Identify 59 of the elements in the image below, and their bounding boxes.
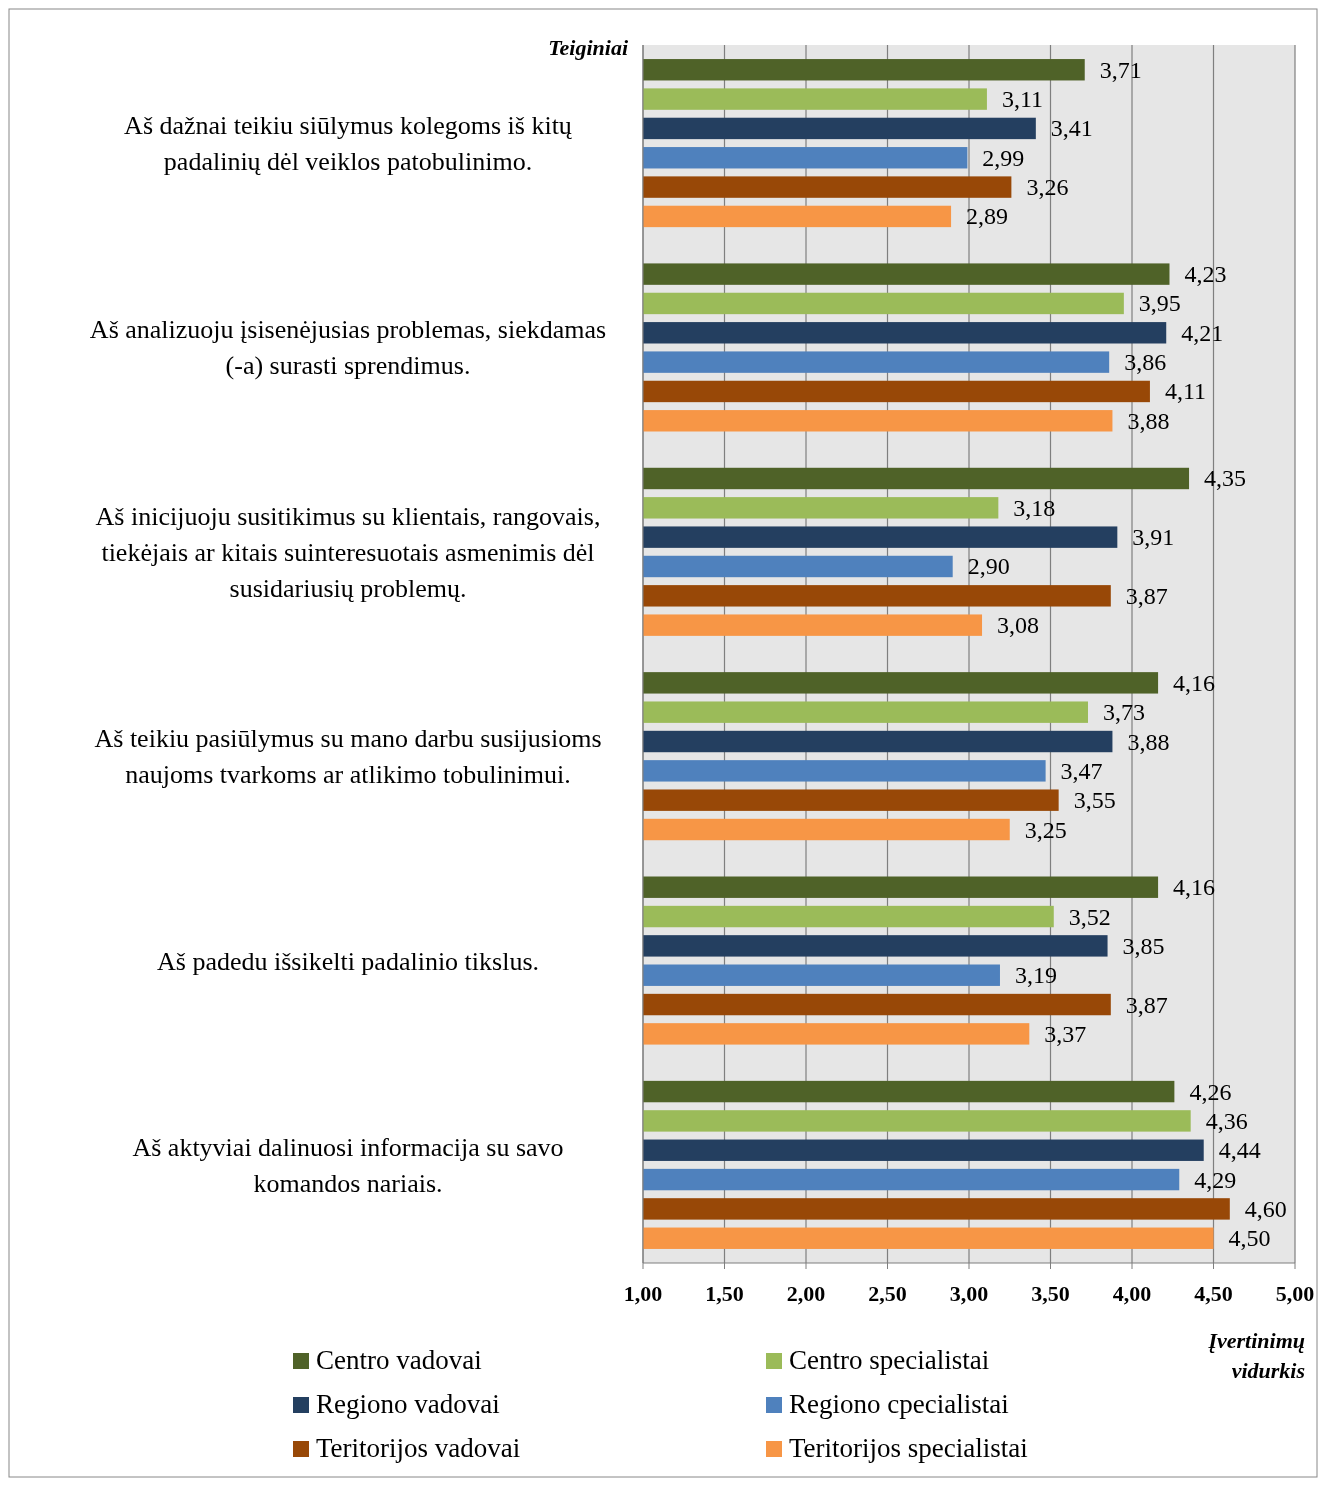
data-label: 3,88 xyxy=(1127,728,1170,755)
x-tick-label: 2,00 xyxy=(786,1281,826,1306)
data-label: 4,11 xyxy=(1164,378,1207,405)
data-label: 3,26 xyxy=(1026,174,1069,201)
data-label: 4,60 xyxy=(1244,1195,1287,1222)
data-label: 3,11 xyxy=(1001,86,1044,113)
data-label: 2,90 xyxy=(967,553,1010,580)
y-tick-label: Aš analizuoju įsisenėjusias problemas, siekdamas (-a) surasti sprendimus. xyxy=(89,315,607,381)
data-label: 3,73 xyxy=(1102,699,1145,726)
data-label: 4,26 xyxy=(1189,1078,1232,1105)
data-label: 3,87 xyxy=(1125,582,1168,609)
x-tick-label: 3,50 xyxy=(1031,1281,1070,1306)
legend-label: Regiono vadovai xyxy=(316,1389,500,1419)
data-label: 3,08 xyxy=(997,612,1040,639)
data-label: 3,47 xyxy=(1060,757,1103,784)
data-label: 3,18 xyxy=(1013,494,1056,521)
data-label: 3,95 xyxy=(1138,290,1181,317)
data-label: 4,21 xyxy=(1181,319,1224,346)
legend-label: Teritorijos specialistai xyxy=(789,1433,1028,1463)
data-label: 3,25 xyxy=(1024,816,1067,843)
data-label: 3,85 xyxy=(1122,932,1165,959)
data-label: 4,35 xyxy=(1204,465,1247,492)
data-label: 3,55 xyxy=(1073,787,1116,814)
data-label: 2,99 xyxy=(982,144,1025,171)
data-label: 4,23 xyxy=(1184,261,1227,288)
data-label: 3,52 xyxy=(1068,903,1111,930)
y-tick-label: Aš teikiu pasiūlymus su mano darbu susijusioms naujoms tvarkoms ar atlikimo tobulinimui. xyxy=(94,724,602,790)
data-label: 2,89 xyxy=(966,203,1009,230)
data-label: 4,16 xyxy=(1173,669,1216,696)
data-label: 3,86 xyxy=(1124,349,1167,376)
data-label: 3,87 xyxy=(1125,991,1168,1018)
x-tick-label: 4,00 xyxy=(1112,1281,1152,1306)
data-label: 3,91 xyxy=(1132,524,1175,551)
legend-label: Centro vadovai xyxy=(316,1345,482,1375)
x-tick-label: 3,00 xyxy=(949,1281,989,1306)
data-label: 3,37 xyxy=(1044,1020,1087,1047)
data-label: 4,44 xyxy=(1218,1137,1261,1164)
x-tick-label: 5,00 xyxy=(1275,1281,1315,1306)
legend-label: Teritorijos vadovai xyxy=(316,1433,521,1463)
data-label: 3,88 xyxy=(1127,407,1170,434)
y-tick-label: Aš padedu išsikelti padalinio tikslus. xyxy=(156,946,540,976)
x-tick-label: 1,00 xyxy=(623,1281,663,1306)
data-label: 4,29 xyxy=(1194,1166,1237,1193)
x-tick-label: 4,50 xyxy=(1194,1281,1233,1306)
data-label: 3,41 xyxy=(1050,115,1093,142)
data-label: 4,50 xyxy=(1228,1225,1271,1252)
x-axis-title: Įvertinimų vidurkis xyxy=(1207,1328,1305,1383)
x-tick-label: 2,50 xyxy=(868,1281,907,1306)
data-label: 4,36 xyxy=(1205,1107,1248,1134)
data-label: 3,71 xyxy=(1099,56,1142,83)
y-tick-label: Aš inicijuoju susitikimus su klientais, rangovais, tiekėjais ar kitais suinteresuotais asmenimis dėl susidariusių problemų. xyxy=(95,501,601,603)
data-label: 3,19 xyxy=(1014,962,1057,989)
legend-label: Centro specialistai xyxy=(789,1345,990,1375)
y-tick-label: Aš dažnai teikiu siūlymus kolegoms iš kitų padalinių dėl veiklos patobulinimo. xyxy=(124,111,573,177)
legend-label: Regiono cpecialistai xyxy=(789,1389,1009,1419)
y-tick-label: Aš aktyviai dalinuosi informacija su savo komandos nariais. xyxy=(132,1132,564,1198)
y-axis-title: Teiginiai xyxy=(548,35,629,60)
data-label: 4,16 xyxy=(1173,874,1216,901)
x-tick-label: 1,50 xyxy=(705,1281,744,1306)
